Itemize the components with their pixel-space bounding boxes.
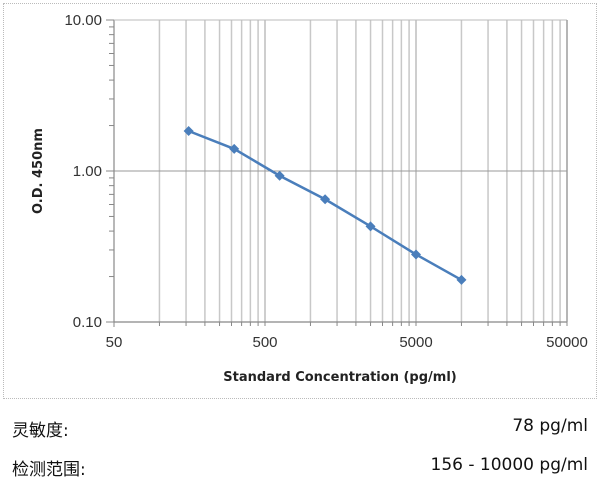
data-point-marker xyxy=(274,170,285,181)
detection-range-label: 检测范围: xyxy=(12,460,86,480)
series-line xyxy=(188,129,463,281)
detection-range-row: 检测范围: 156 - 10000 pg/ml xyxy=(12,455,588,481)
data-point-marker xyxy=(456,274,467,285)
y-axis-title: O.D. 450nm xyxy=(31,128,46,214)
sensitivity-value: 78 pg/ml xyxy=(512,416,588,436)
x-tick-label: 50 xyxy=(106,334,123,351)
data-point-marker xyxy=(183,126,194,137)
sensitivity-label: 灵敏度: xyxy=(12,421,69,441)
data-point-marker xyxy=(320,194,331,205)
sensitivity-row: 灵敏度: 78 pg/ml xyxy=(12,416,588,442)
x-tick-label: 50000 xyxy=(546,334,588,351)
data-series xyxy=(183,126,467,285)
chart-frame xyxy=(3,3,597,399)
grid-lines xyxy=(114,20,568,326)
data-point-marker xyxy=(411,249,421,260)
y-tick-label: 0.10 xyxy=(73,314,102,331)
y-tick-label: 1.00 xyxy=(73,163,102,180)
x-axis-title: Standard Concentration (pg/ml) xyxy=(223,370,456,385)
y-tick-label: 10.00 xyxy=(64,12,102,29)
data-point-marker xyxy=(229,143,240,154)
x-tick-label: 5000 xyxy=(399,334,432,351)
x-tick-label: 500 xyxy=(252,334,277,351)
data-point-marker xyxy=(365,221,376,232)
axes xyxy=(106,19,568,327)
detection-range-value: 156 - 10000 pg/ml xyxy=(430,455,588,475)
